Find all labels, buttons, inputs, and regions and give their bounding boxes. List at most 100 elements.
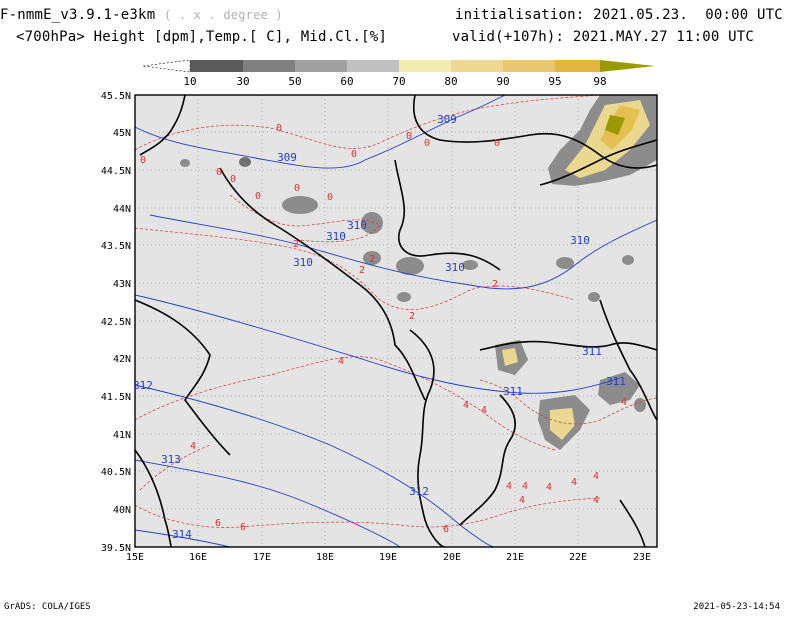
legend-label-7: 95 xyxy=(548,75,561,88)
temp-label: 4 xyxy=(481,405,487,416)
map-frame xyxy=(134,94,658,548)
legend-swatch-0 xyxy=(190,60,243,72)
temp-label: 6 xyxy=(215,518,221,529)
lon-label: 16E xyxy=(189,552,207,563)
footer-timestamp: 2021-05-23-14:54 xyxy=(693,602,780,612)
height-label: 309 xyxy=(437,113,457,126)
init-value: 2021.05.23. 00:00 UTC xyxy=(593,7,783,23)
mid-cloud-areas xyxy=(180,95,657,450)
temp-label: 0 xyxy=(230,174,236,185)
temp-label: 2 xyxy=(369,254,375,265)
temp-label: 4 xyxy=(593,495,599,506)
height-label: 310 xyxy=(326,230,346,243)
legend-high-arrow xyxy=(600,60,655,72)
temp-label: 4 xyxy=(546,482,552,493)
lon-label: 20E xyxy=(443,552,461,563)
temp-label: 4 xyxy=(571,477,577,488)
valid-value: 2021.MAY.27 11:00 UTC xyxy=(572,29,755,45)
cloud-legend: 10 30 50 60 70 80 90 95 98 xyxy=(142,59,655,88)
height-label: 310 xyxy=(445,261,465,274)
lat-label: 39.5N xyxy=(101,543,131,554)
height-label: 310 xyxy=(293,256,313,269)
model-name: F-nmmE_v3.9.1-e3km xyxy=(0,7,156,23)
lat-label: 43.5N xyxy=(101,241,131,252)
temp-label: 4 xyxy=(519,495,525,506)
temp-label: 0 xyxy=(276,123,282,134)
height-label: 312 xyxy=(409,485,429,498)
legend-label-8: 98 xyxy=(593,75,606,88)
temp-label: 0 xyxy=(255,191,261,202)
lon-label: 18E xyxy=(316,552,334,563)
lat-label: 42N xyxy=(113,354,131,365)
lon-label: 19E xyxy=(379,552,397,563)
legend-label-5: 80 xyxy=(444,75,457,88)
temp-label: 0 xyxy=(294,183,300,194)
temp-label: 0 xyxy=(216,167,222,178)
height-label: 313 xyxy=(161,453,181,466)
legend-label-4: 70 xyxy=(392,75,405,88)
temp-label: 4 xyxy=(621,397,627,408)
temp-label: 0 xyxy=(351,149,357,160)
footer-credit: GrADS: COLA/IGES xyxy=(4,602,91,612)
temperature-labels: 0 0 0 0 0 0 0 0 0 0 0 2 2 2 2 2 4 4 4 4 … xyxy=(140,123,627,535)
lat-label: 40N xyxy=(113,505,131,516)
lon-label: 23E xyxy=(633,552,651,563)
coastline-borders xyxy=(135,95,657,547)
temp-label: 2 xyxy=(293,239,299,250)
lat-label: 41.5N xyxy=(101,392,131,403)
temp-label: 0 xyxy=(494,138,500,149)
height-label: 311 xyxy=(503,385,523,398)
init-label: initialisation: xyxy=(455,7,585,23)
legend-swatch-2 xyxy=(295,60,347,72)
latitude-labels: 45.5N 45N 44.5N 44N 43.5N 43N 42.5N 42N … xyxy=(101,91,131,554)
legend-swatch-6 xyxy=(503,60,555,72)
lat-label: 45N xyxy=(113,128,131,139)
lat-label: 44N xyxy=(113,204,131,215)
temp-label: 4 xyxy=(593,471,599,482)
height-label: 311 xyxy=(582,345,602,358)
longitude-labels: 15E 16E 17E 18E 19E 20E 21E 22E 23E xyxy=(126,552,651,563)
temp-label: 0 xyxy=(327,192,333,203)
height-label: 311 xyxy=(606,375,626,388)
grid-note: ( . x . degree ) xyxy=(163,8,283,22)
temp-label: 2 xyxy=(359,265,365,276)
lon-label: 22E xyxy=(569,552,587,563)
lat-label: 45.5N xyxy=(101,91,131,102)
legend-swatch-4 xyxy=(399,60,451,72)
temp-label: 0 xyxy=(140,155,146,166)
legend-swatch-7 xyxy=(555,60,600,72)
temp-label: 4 xyxy=(338,356,344,367)
temp-label: 6 xyxy=(240,522,246,533)
init-line: initialisation: 2021.05.23. 00:00 UTC xyxy=(455,7,783,23)
lat-label: 42.5N xyxy=(101,317,131,328)
legend-swatch-5 xyxy=(451,60,503,72)
valid-label: valid(+107h): xyxy=(452,29,565,45)
temp-label: 4 xyxy=(522,481,528,492)
legend-low-arrow xyxy=(142,59,191,73)
height-label: 310 xyxy=(570,234,590,247)
temp-label: 0 xyxy=(406,131,412,142)
temp-label: 6 xyxy=(443,524,449,535)
temp-label: 2 xyxy=(409,311,415,322)
valid-line: valid(+107h): 2021.MAY.27 11:00 UTC xyxy=(452,29,754,45)
lon-label: 17E xyxy=(253,552,271,563)
legend-label-3: 60 xyxy=(340,75,353,88)
legend-label-6: 90 xyxy=(496,75,509,88)
height-label: 309 xyxy=(277,151,297,164)
height-label: 310 xyxy=(347,219,367,232)
model-name-line: F-nmmE_v3.9.1-e3km ( . x . degree ) xyxy=(0,7,283,23)
lat-label: 41N xyxy=(113,430,131,441)
height-label: 312 xyxy=(133,379,153,392)
temp-label: 4 xyxy=(463,400,469,411)
legend-label-0: 10 xyxy=(183,75,196,88)
legend-label-1: 30 xyxy=(236,75,249,88)
lon-label: 21E xyxy=(506,552,524,563)
lat-label: 40.5N xyxy=(101,467,131,478)
lat-label: 43N xyxy=(113,279,131,290)
temp-label: 0 xyxy=(424,138,430,149)
legend-swatch-1 xyxy=(243,60,295,72)
temperature-contour-lines xyxy=(135,95,657,528)
lon-label: 15E xyxy=(126,552,144,563)
height-label: 314 xyxy=(172,528,192,541)
